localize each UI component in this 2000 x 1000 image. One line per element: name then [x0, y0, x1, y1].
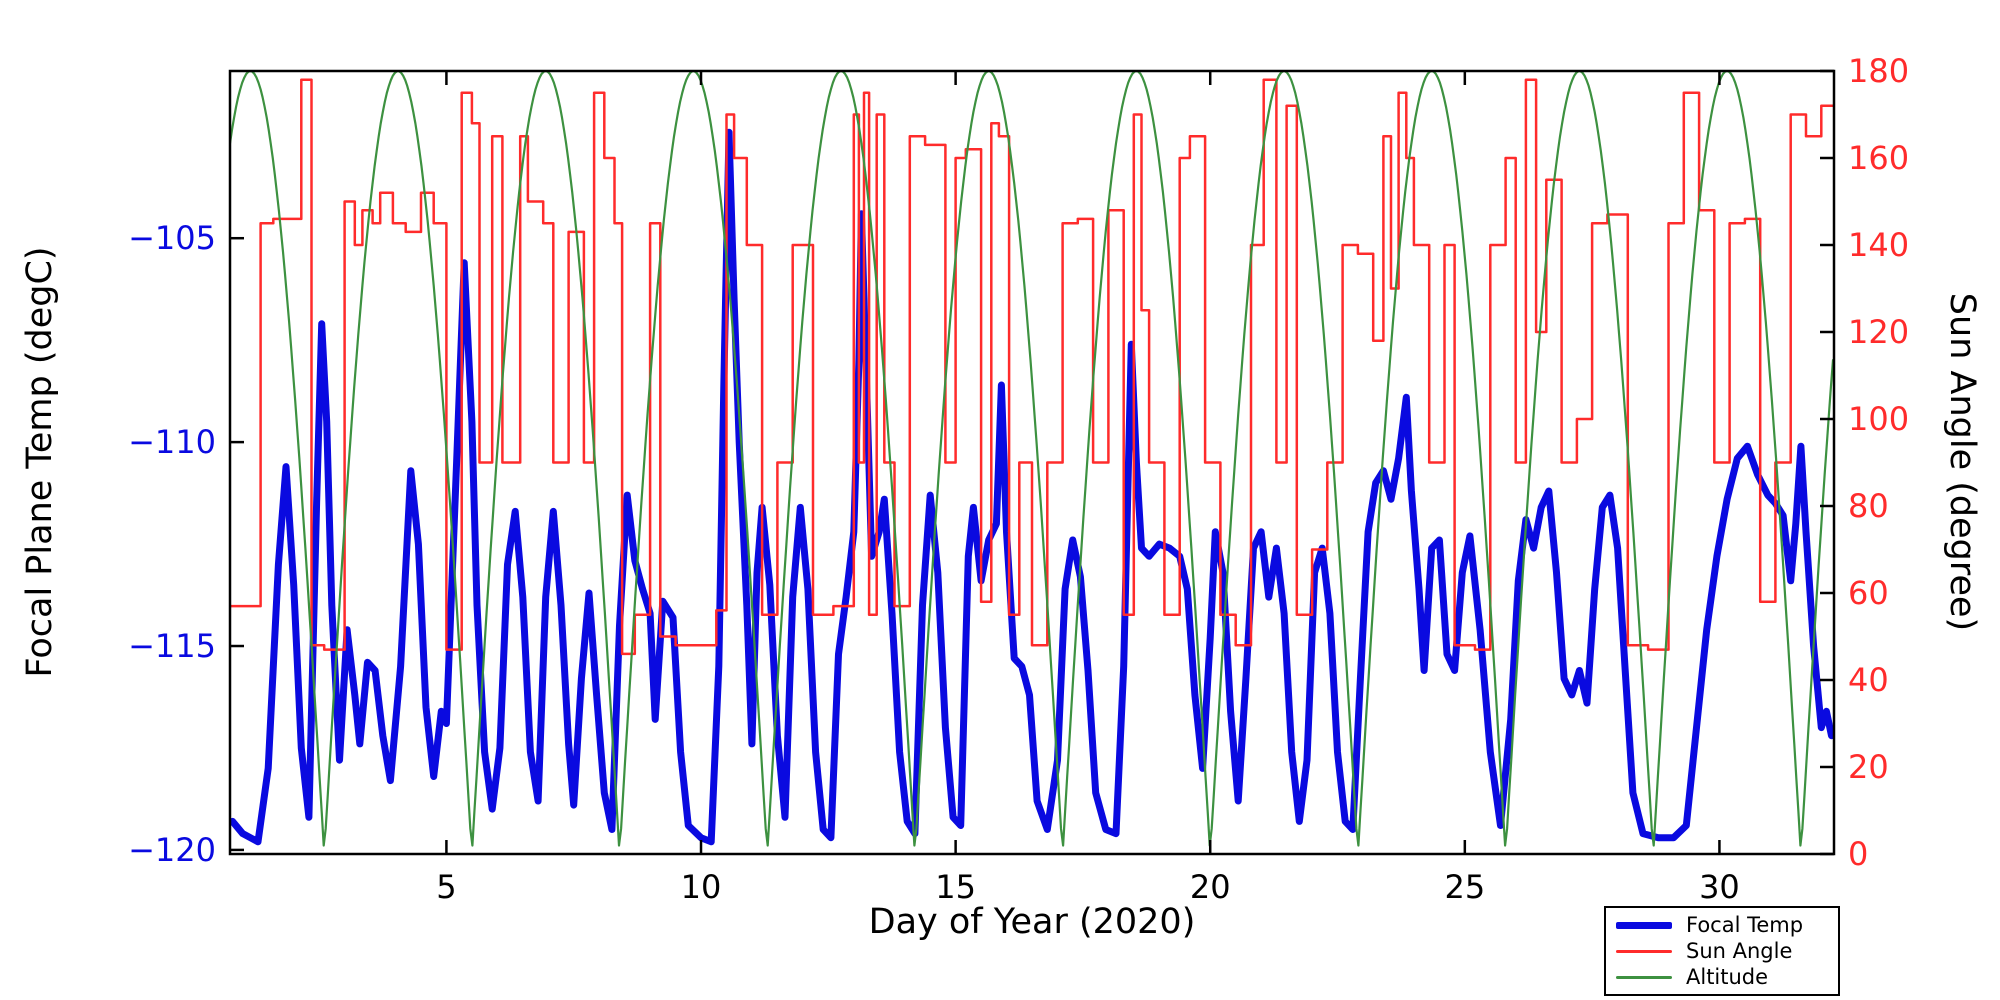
sun-angle-line-sample [1616, 949, 1672, 953]
y-tick-label-left: −105 [128, 219, 216, 257]
x-tick-label: 15 [935, 868, 976, 906]
plot-frame [228, 69, 1836, 856]
y-tick-label-right: 0 [1848, 835, 1868, 873]
legend-label-focal-temp: Focal Temp [1686, 912, 1804, 937]
y-axis-label-left: Focal Plane Temp (degC) [20, 246, 60, 678]
x-tick-label: 25 [1444, 868, 1485, 906]
y-tick-label-right: 40 [1848, 661, 1889, 699]
x-tick-label: 30 [1699, 868, 1740, 906]
y-tick-label-right: 60 [1848, 574, 1889, 612]
y-tick-label-left: −115 [128, 627, 216, 665]
y-tick-label-right: 20 [1848, 748, 1889, 786]
legend-label-sun-angle: Sun Angle [1686, 938, 1793, 963]
altitude-line-sample [1616, 975, 1672, 979]
series-focal-temp [230, 128, 1834, 846]
legend-label-altitude: Altitude [1686, 964, 1769, 989]
legend-entry-altitude: Altitude [1616, 964, 1828, 989]
y-tick-label-left: −110 [128, 423, 216, 461]
x-tick-label: 10 [681, 868, 722, 906]
y-tick-label-left: −120 [128, 831, 216, 869]
focal-temp-line-sample [1616, 921, 1672, 929]
legend-entry-sun-angle: Sun Angle [1616, 938, 1828, 963]
legend-entry-focal-temp: Focal Temp [1616, 912, 1828, 937]
y-axis-label-right: Sun Angle (degree) [1942, 292, 1982, 632]
y-tick-label-right: 80 [1848, 487, 1889, 525]
x-tick-label: 20 [1190, 868, 1231, 906]
y-tick-label-right: 160 [1848, 139, 1909, 177]
series-altitude [230, 71, 1834, 847]
y-tick-label-right: 140 [1848, 226, 1909, 264]
series-sun-angle [230, 78, 1834, 656]
y-tick-label-right: 100 [1848, 400, 1909, 438]
legend: Focal Temp Sun Angle Altitude [1604, 906, 1840, 996]
plot-series [230, 71, 1834, 847]
y-tick-label-right: 180 [1848, 52, 1909, 90]
x-axis-label: Day of Year (2020) [868, 902, 1196, 942]
x-tick-label: 5 [436, 868, 456, 906]
y-tick-label-right: 120 [1848, 313, 1909, 351]
